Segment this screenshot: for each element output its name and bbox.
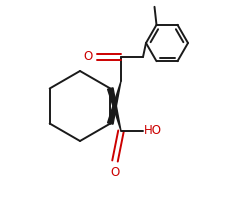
Text: HO: HO (144, 124, 162, 138)
Text: O: O (110, 166, 120, 179)
Text: O: O (84, 50, 93, 64)
Polygon shape (108, 88, 121, 131)
Polygon shape (108, 81, 121, 124)
